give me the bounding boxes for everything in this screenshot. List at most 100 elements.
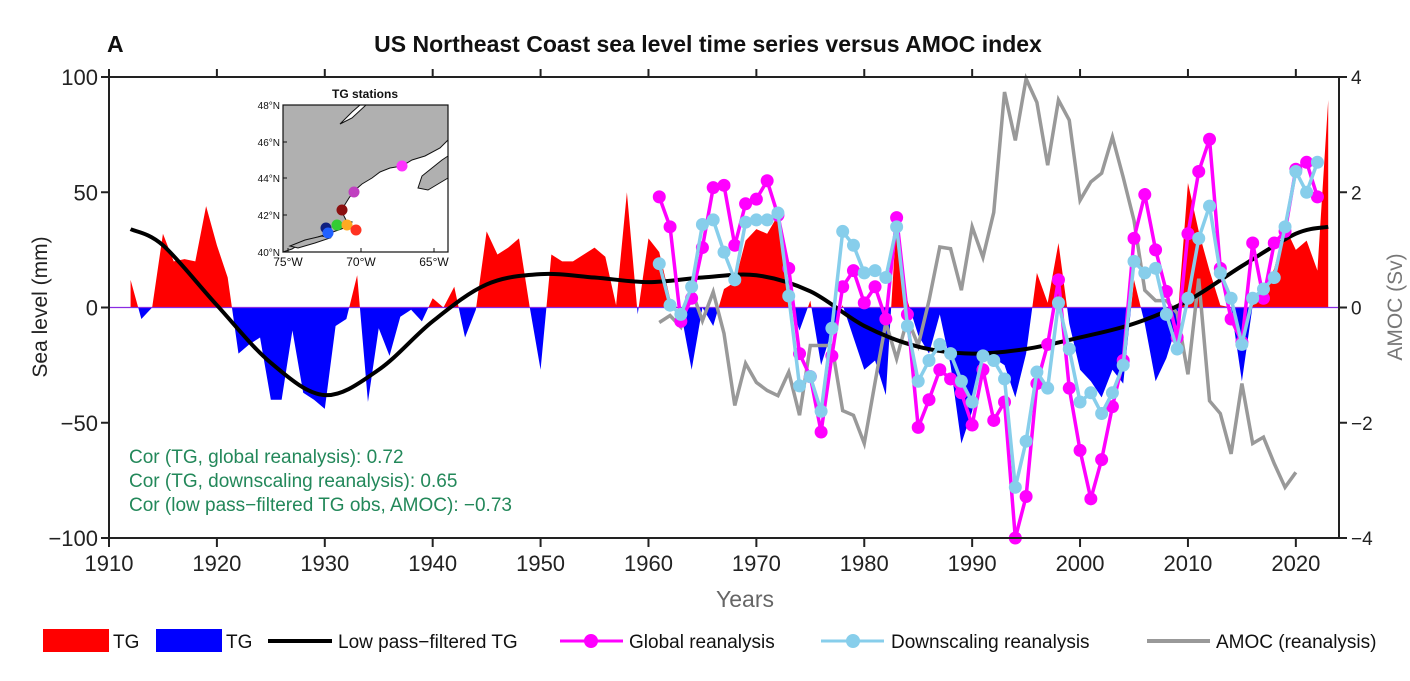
x-tick-label: 1980 [840,551,889,576]
downscaling-reanalysis-point [1095,407,1109,421]
legend-marker-downscaling [846,634,860,648]
amoc-line [658,72,1298,491]
x-tick-label: 1930 [300,551,349,576]
downscaling-reanalysis-point [1300,185,1314,199]
legend-label-lowpass: Low pass−filtered TG [338,632,518,653]
legend-label-amoc: AMOC (reanalysis) [1216,632,1376,653]
x-axis-label: Years [716,586,774,612]
inset-lon-label: 70°W [346,255,376,269]
y2-tick-label: −4 [1351,529,1373,550]
global-reanalysis-point [717,178,731,192]
y-tick-label: −100 [48,526,98,551]
downscaling-reanalysis-point [1062,342,1076,356]
downscaling-reanalysis-point [1116,358,1130,372]
global-reanalysis-point [1041,337,1055,351]
global-reanalysis-point [868,280,882,294]
y-axis-label: Sea level (mm) [29,236,52,377]
x-tick-label: 1960 [624,551,673,576]
downscaling-reanalysis-point [879,271,893,285]
global-reanalysis-point [890,211,904,225]
tg-station-marker [341,219,353,231]
global-reanalysis-point [1203,132,1217,146]
global-reanalysis-point [944,372,958,386]
y-tick-label: 100 [61,65,98,90]
annotation-cor-downscaling: Cor (TG, downscaling reanalysis): 0.65 [129,471,457,492]
global-reanalysis-point [1062,381,1076,395]
downscaling-reanalysis-point [803,370,817,384]
global-reanalysis-point [706,181,720,195]
inset-lat-label: 48°N [258,101,280,112]
x-tick-label: 1940 [408,551,457,576]
downscaling-reanalysis-point [771,206,785,220]
x-tick-label: 1990 [948,551,997,576]
inset-lon-label: 75°W [273,255,303,269]
downscaling-reanalysis-point [890,220,904,234]
global-reanalysis-point [998,395,1012,409]
y-tick-label: 0 [86,296,98,321]
downscaling-reanalysis-point [1310,155,1324,169]
inset-lat-label: 44°N [258,174,280,185]
inset-lat-label: 40°N [258,248,280,259]
y-tick-label: −50 [61,411,98,436]
x-tick-label: 2010 [1163,551,1212,576]
y2-axis-label: AMOC (Sv) [1384,253,1407,360]
downscaling-reanalysis-point [1181,291,1195,305]
downscaling-reanalysis-point [782,289,796,303]
downscaling-reanalysis-point [965,395,979,409]
downscaling-reanalysis-point [868,264,882,278]
downscaling-reanalysis-point [900,319,914,333]
downscaling-reanalysis-point [1224,291,1238,305]
downscaling-reanalysis-point [1256,282,1270,296]
x-tick-label: 2000 [1056,551,1105,576]
x-tick-label: 1920 [192,551,241,576]
downscaling-reanalysis-point [685,280,699,294]
tg-station-marker [348,186,360,198]
downscaling-reanalysis-point [987,354,1001,368]
downscaling-reanalysis-point [857,266,871,280]
downscaling-reanalysis-point [1149,261,1163,275]
global-reanalysis-point [933,363,947,377]
downscaling-reanalysis-point [1008,480,1022,494]
x-tick-label: 1950 [516,551,565,576]
global-reanalysis-point [663,220,677,234]
x-tick-label: 1970 [732,551,781,576]
downscaling-reanalysis-point [1127,254,1141,268]
global-reanalysis-point [652,190,666,204]
inset-map: TG stations 48°N 46°N 44°N 42°N 40°N75°W 70°W… [258,87,450,269]
downscaling-reanalysis-point [1159,307,1173,321]
legend-label-tg-positive: TG [113,632,139,653]
x-tick-label: 1910 [85,551,134,576]
downscaling-reanalysis-point [1203,199,1217,213]
annotation-cor-global: Cor (TG, global reanalysis): 0.72 [129,447,404,468]
global-reanalysis-point [836,280,850,294]
downscaling-reanalysis-point [728,273,742,287]
downscaling-reanalysis-point [976,349,990,363]
inset-title: TG stations [332,87,398,101]
inset-lat-label: 46°N [258,138,280,149]
global-reanalysis-point [1300,155,1314,169]
axes: 1910 1920 1930 1940 1950 1960 1970 1980 1990 2000… [48,65,1373,576]
downscaling-reanalysis-point [695,218,709,232]
y-tick-label: 50 [74,180,98,205]
global-reanalysis-point [1138,188,1152,202]
downscaling-reanalysis-point [836,224,850,238]
global-reanalysis-point [1073,443,1087,457]
downscaling-reanalysis-point [1051,296,1065,310]
downscaling-reanalysis-point [717,245,731,259]
downscaling-reanalysis-point [954,374,968,388]
global-reanalysis-point [1084,492,1098,506]
downscaling-reanalysis-point [663,298,677,312]
legend-swatch-tg-positive [43,629,109,652]
downscaling-reanalysis-point [1019,434,1033,448]
lowpass-line [129,224,1329,398]
global-reanalysis-point [814,425,828,439]
tg-station-marker [396,160,408,172]
downscaling-reanalysis-point [1073,395,1087,409]
global-reanalysis-point [1095,453,1109,467]
downscaling-reanalysis-point [1278,220,1292,234]
downscaling-reanalysis-point [944,347,958,361]
global-reanalysis-point [1127,231,1141,245]
legend-label-downscaling: Downscaling reanalysis [891,632,1090,653]
downscaling-reanalysis-point [1138,266,1152,280]
